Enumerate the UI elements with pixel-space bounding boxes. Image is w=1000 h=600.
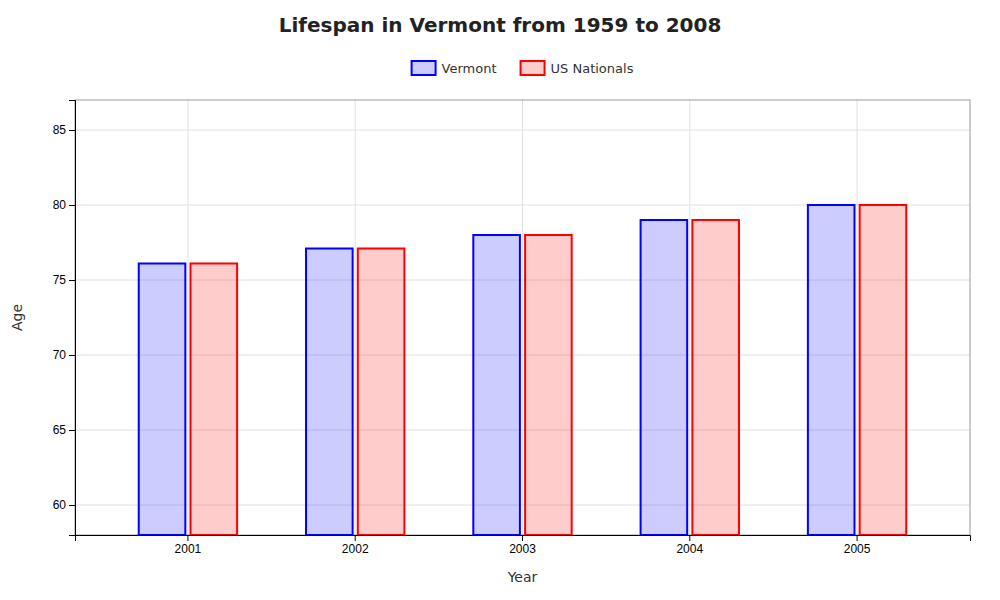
legend-item: US Nationals xyxy=(521,61,634,76)
tick-mark xyxy=(69,430,75,431)
tick-mark xyxy=(69,205,75,206)
y-tick: 70 xyxy=(53,348,75,362)
x-tick: 2003 xyxy=(509,535,536,556)
tick-label: 70 xyxy=(53,348,67,362)
bar xyxy=(191,264,238,536)
bar xyxy=(306,249,353,536)
tick-label: 2005 xyxy=(844,542,871,556)
legend-label: US Nationals xyxy=(551,61,634,76)
legend-item: Vermont xyxy=(412,61,497,76)
tick-label: 65 xyxy=(53,423,67,437)
x-axis-title: Year xyxy=(507,569,538,585)
y-tick: 80 xyxy=(53,198,75,212)
tick-mark xyxy=(857,535,858,541)
axis-line xyxy=(76,536,971,542)
x-tick: 2001 xyxy=(175,535,202,556)
bar-series xyxy=(191,205,907,535)
tick-label: 2001 xyxy=(175,542,202,556)
y-tick: 75 xyxy=(53,273,75,287)
plot: 2001 2002 2003 2004 2005 60 65 70 75 80 85 xyxy=(53,100,971,556)
bar xyxy=(808,205,855,535)
grid-line xyxy=(355,100,356,535)
plot-frame xyxy=(75,100,970,535)
chart-title: Lifespan in Vermont from 1959 to 2008 xyxy=(279,13,722,37)
x-axis: 2001 2002 2003 2004 2005 xyxy=(76,535,971,556)
bar xyxy=(692,220,739,535)
y-tick: 85 xyxy=(53,123,75,137)
tick-label: 2004 xyxy=(676,542,703,556)
grid-line xyxy=(689,100,690,535)
tick-mark xyxy=(69,280,75,281)
bar xyxy=(641,220,688,535)
bars xyxy=(139,205,907,535)
tick-mark xyxy=(689,535,690,541)
legend-swatch xyxy=(412,61,436,75)
bar xyxy=(860,205,907,535)
grid-line xyxy=(857,100,858,535)
tick-mark xyxy=(69,355,75,356)
tick-mark xyxy=(69,130,75,131)
bar xyxy=(473,235,520,535)
bar-series xyxy=(139,205,855,535)
tick-mark xyxy=(187,535,188,541)
tick-label: 75 xyxy=(53,273,67,287)
tick-mark xyxy=(355,535,356,541)
legend-label: Vermont xyxy=(442,61,497,76)
x-tick: 2002 xyxy=(342,535,369,556)
grid xyxy=(75,100,970,535)
y-axis: 60 65 70 75 80 85 xyxy=(53,101,76,536)
tick-label: 2002 xyxy=(342,542,369,556)
tick-label: 80 xyxy=(53,198,67,212)
legend: Vermont US Nationals xyxy=(412,61,634,76)
axis-line xyxy=(69,101,76,536)
tick-mark xyxy=(522,535,523,541)
legend-swatch xyxy=(521,61,545,75)
y-tick: 65 xyxy=(53,423,75,437)
tick-label: 2003 xyxy=(509,542,536,556)
x-tick: 2004 xyxy=(676,535,703,556)
tick-mark xyxy=(69,505,75,506)
grid-line xyxy=(187,100,188,535)
tick-label: 60 xyxy=(53,498,67,512)
y-tick: 60 xyxy=(53,498,75,512)
x-tick: 2005 xyxy=(844,535,871,556)
tick-label: 85 xyxy=(53,123,67,137)
bar xyxy=(139,264,186,536)
bar xyxy=(525,235,572,535)
bar xyxy=(358,249,405,536)
grid-line xyxy=(522,100,523,535)
y-axis-title: Age xyxy=(9,304,25,331)
chart-container: 2001 2002 2003 2004 2005 60 65 70 75 80 85 Year Age L… xyxy=(0,0,1000,600)
chart-svg: 2001 2002 2003 2004 2005 60 65 70 75 80 85 Year Age L… xyxy=(0,0,1000,600)
